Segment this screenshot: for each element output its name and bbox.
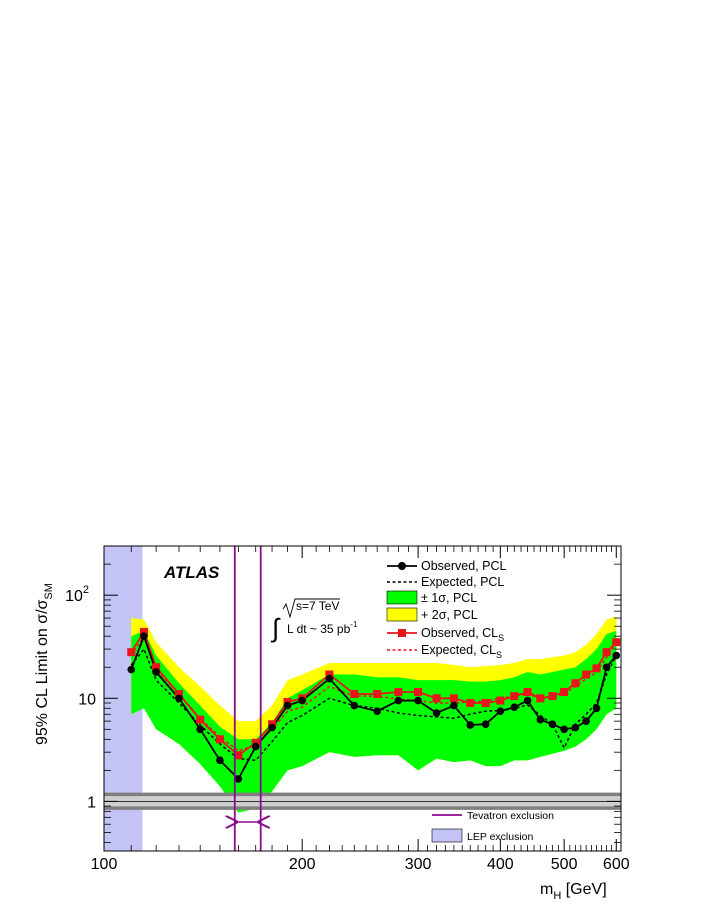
svg-text:+ 2σ, PCL: + 2σ, PCL — [421, 608, 478, 622]
observed-cls-point — [481, 698, 490, 707]
band-1sigma — [131, 630, 617, 813]
exclusion-markers — [235, 546, 261, 851]
legend-entry-observed-cls: Observed, CLS — [387, 626, 504, 643]
observed-pcl-point — [548, 720, 557, 729]
y-tick-label: 1 — [87, 794, 96, 811]
observed-pcl-point — [216, 756, 224, 765]
sqrt-symbol — [282, 598, 340, 619]
observed-cls-point — [127, 648, 136, 657]
observed-cls-point — [215, 735, 224, 744]
legend-entry-lep: LEP exclusion — [431, 828, 534, 843]
x-tick-label: 600 — [603, 856, 630, 873]
observed-cls-point — [560, 688, 569, 697]
svg-text:LEP exclusion: LEP exclusion — [467, 831, 534, 843]
observed-cls-point — [394, 688, 403, 697]
observed-cls-point — [325, 670, 334, 679]
observed-cls-point — [373, 690, 382, 699]
observed-pcl-point — [432, 709, 441, 717]
x-tick-label: 400 — [487, 856, 514, 873]
observed-cls-point — [582, 670, 591, 679]
lumi-label: L dt ~ 35 pb-1 — [287, 620, 358, 636]
observed-pcl-point — [234, 775, 243, 783]
observed-pcl-point — [510, 703, 519, 711]
observed-pcl-point — [582, 717, 590, 725]
observed-pcl-point — [325, 674, 334, 683]
y-tick-label: 10 — [78, 691, 96, 708]
observed-cls-point — [592, 664, 601, 673]
x-tick-label: 100 — [91, 856, 118, 873]
energy-lumi-annotation: s=7 TeV ∫ L dt ~ 35 pb-1 — [270, 598, 358, 643]
x-tick-label: 500 — [551, 856, 578, 873]
legend-entry-expected-pcl: Expected, PCL — [387, 575, 504, 589]
legend-entry-tevatron: Tevatron exclusion — [432, 810, 554, 822]
observed-cls-point — [548, 692, 557, 701]
y-axis-title: 95% CL Limit on σ/σSM — [34, 583, 55, 745]
observed-cls-point — [523, 688, 532, 697]
observed-cls-point — [414, 688, 423, 697]
sqrt-s-label: s=7 TeV — [296, 599, 339, 613]
observed-cls-point — [234, 751, 243, 760]
observed-pcl-point — [127, 665, 136, 674]
observed-cls-point — [496, 696, 505, 705]
observed-pcl-point — [602, 663, 611, 672]
svg-text:± 1σ, PCL: ± 1σ, PCL — [421, 591, 477, 605]
observed-pcl-point — [394, 696, 403, 705]
observed-pcl-point — [251, 742, 260, 751]
observed-pcl-point — [481, 720, 490, 729]
observed-pcl-point — [152, 668, 160, 676]
svg-text:Expected, PCL: Expected, PCL — [421, 575, 504, 589]
legend-entry-observed-pcl: Observed, PCL — [387, 559, 507, 573]
observed-pcl-point — [450, 701, 458, 710]
legend-entry-2sigma-band: + 2σ, PCL — [386, 607, 478, 622]
plot-area — [104, 546, 621, 851]
observed-cls-point — [612, 638, 621, 647]
observed-pcl-point — [175, 694, 183, 703]
svg-text:Expected, CLS: Expected, CLS — [421, 643, 502, 660]
observed-pcl-point — [373, 707, 381, 715]
exclusion-legend: Tevatron exclusion LEP exclusion — [431, 810, 554, 843]
observed-cls-point — [196, 715, 205, 724]
observed-cls-point — [571, 679, 580, 688]
x-axis-title: mH [GeV] — [540, 881, 607, 902]
y-tick-label: 102 — [65, 584, 89, 605]
observed-pcl-point — [496, 707, 505, 715]
svg-text:Tevatron exclusion: Tevatron exclusion — [467, 810, 554, 822]
observed-cls-point — [510, 692, 519, 701]
svg-text:Observed, PCL: Observed, PCL — [421, 559, 507, 573]
observed-cls-point — [432, 694, 441, 703]
svg-text:Observed, CLS: Observed, CLS — [421, 626, 504, 643]
observed-cls-point — [449, 694, 458, 703]
series-expected-pcl — [130, 647, 617, 762]
observed-pcl-point — [196, 725, 204, 734]
legend: Observed, PCL Expected, PCL ± 1σ, PCL + … — [386, 559, 507, 660]
observed-pcl-point — [283, 701, 292, 710]
observed-cls-point — [139, 627, 148, 636]
observed-pcl-point — [350, 701, 359, 710]
legend-entry-expected-cls: Expected, CLS — [387, 643, 502, 660]
observed-pcl-point — [268, 723, 276, 732]
x-tick-label: 200 — [289, 856, 316, 873]
observed-cls-point — [152, 663, 161, 672]
axes: 100 200 300 400 500 600 1 10 102 — [65, 545, 630, 873]
observed-pcl-point — [560, 725, 568, 734]
observed-pcl-point — [536, 715, 545, 724]
observed-pcl-point — [298, 696, 306, 705]
observed-cls-point — [350, 690, 359, 699]
observed-pcl-point — [612, 651, 621, 660]
observed-cls-point — [175, 690, 184, 699]
chart-title: ATLAS — [163, 563, 220, 582]
observed-cls-point — [536, 694, 545, 703]
integral-symbol: ∫ — [270, 613, 281, 643]
observed-cls-point — [602, 648, 611, 657]
observed-pcl-point — [414, 696, 422, 705]
legend-entry-1sigma-band: ± 1σ, PCL — [386, 590, 477, 605]
observed-cls-point — [466, 698, 475, 707]
observed-pcl-point — [592, 704, 601, 713]
x-tick-label: 300 — [405, 856, 432, 873]
observed-pcl-point — [523, 696, 532, 705]
observed-pcl-point — [140, 632, 148, 641]
observed-pcl-point — [571, 723, 580, 732]
observed-pcl-point — [466, 721, 475, 729]
